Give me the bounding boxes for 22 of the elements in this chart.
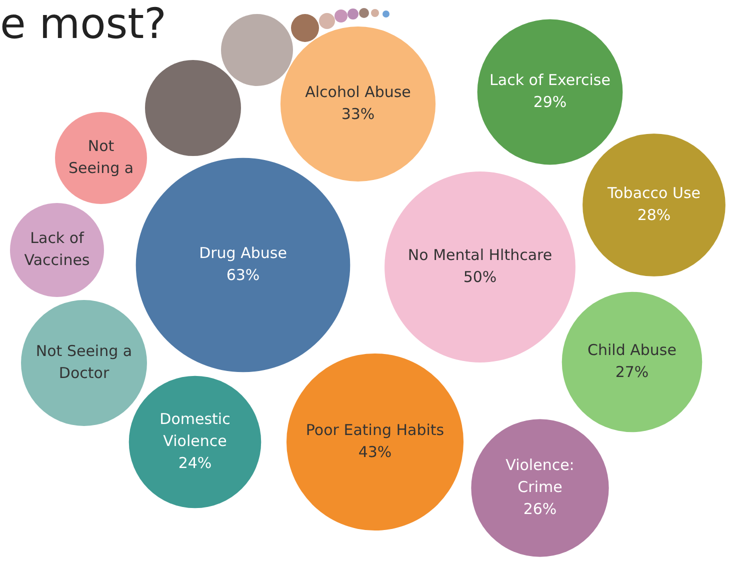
category-label: Child Abuse	[588, 340, 676, 359]
category-label: Not Seeing a	[68, 136, 134, 177]
category-label: Lack of Vaccines	[24, 228, 90, 269]
data-label: 28%	[637, 206, 671, 224]
data-label: 29%	[533, 92, 567, 111]
category-label: Drug Abuse	[199, 244, 287, 262]
text: e most?	[0, 0, 166, 48]
category-label: No Mental Hlthcare	[408, 246, 552, 264]
category-label: Poor Eating Habits	[306, 420, 444, 439]
data-label: 43%	[358, 442, 392, 461]
category-label: Alcohol Abuse	[305, 82, 411, 101]
category-label: Lack of Exercise	[490, 70, 610, 89]
data-label: 24%	[178, 454, 212, 472]
data-label: 33%	[341, 104, 375, 123]
category-label: Domestic Violence	[160, 410, 230, 450]
data-label: 26%	[523, 500, 557, 518]
data-label: 27%	[615, 362, 649, 381]
category-label: Violence: Crime	[506, 456, 574, 496]
data-label: 50%	[463, 268, 497, 286]
category-label: Tobacco Use	[606, 184, 700, 202]
data-label: 63%	[226, 266, 260, 284]
category-label: Not Seeing a Doctor	[36, 342, 132, 382]
